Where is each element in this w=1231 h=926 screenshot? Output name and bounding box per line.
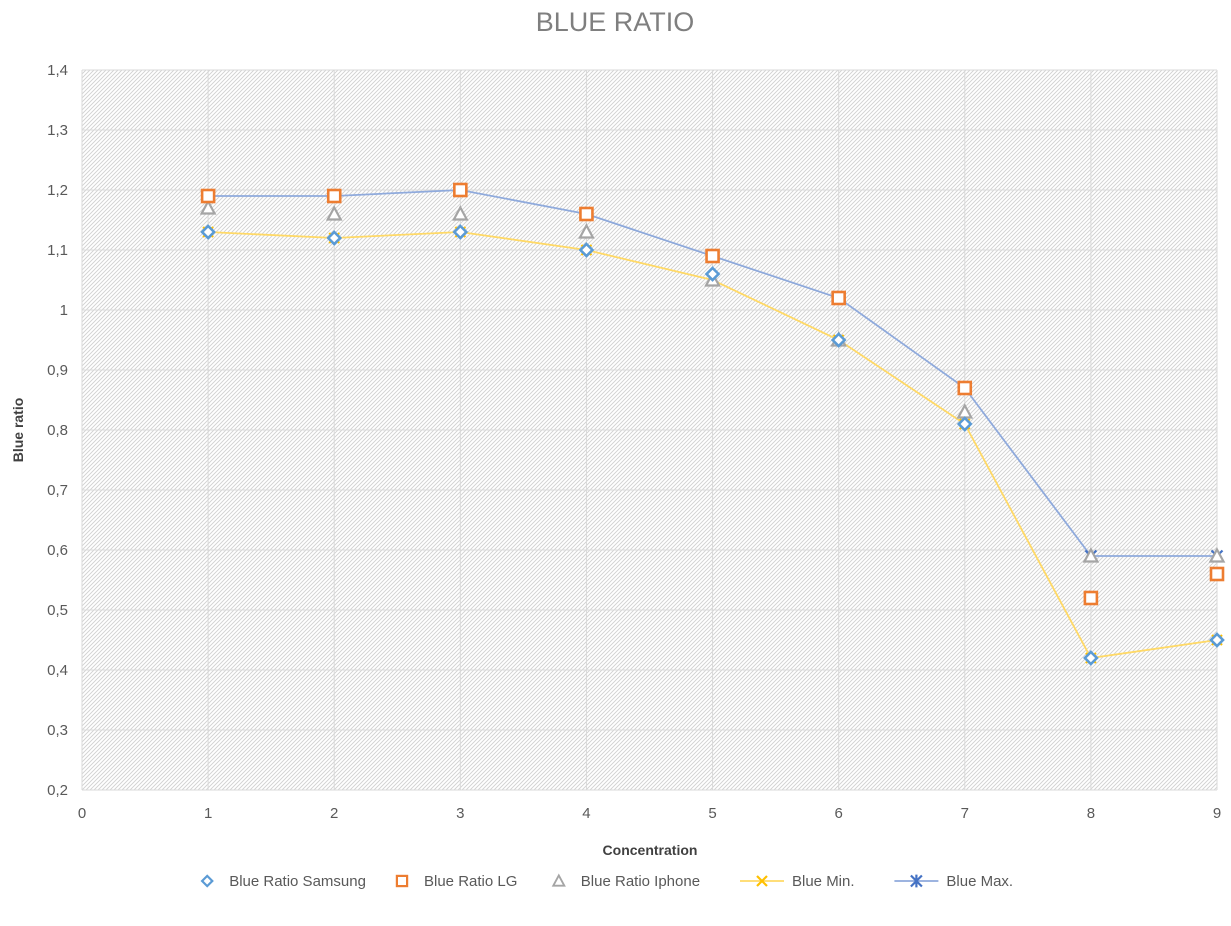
data-point bbox=[578, 223, 595, 239]
x-tick-label: 8 bbox=[1087, 805, 1095, 822]
y-tick-label: 0,7 bbox=[47, 482, 68, 499]
data-point bbox=[200, 874, 214, 888]
data-point bbox=[831, 290, 846, 306]
legend-label: Blue Min. bbox=[792, 873, 855, 890]
legend-item: Blue Ratio Samsung bbox=[200, 873, 366, 890]
y-tick-label: 1,1 bbox=[47, 242, 68, 259]
x-tick-label: 4 bbox=[582, 805, 590, 822]
x-tick-label: 2 bbox=[330, 805, 338, 822]
y-tick-label: 1,3 bbox=[47, 122, 68, 139]
y-tick-label: 0,8 bbox=[47, 422, 68, 439]
data-point bbox=[452, 224, 469, 240]
y-tick-label: 1,4 bbox=[47, 62, 68, 79]
legend-item: Blue Max. bbox=[894, 873, 1013, 890]
y-axis-tick-labels: 0,2 0,3 0,4 0,5 0,6 0,7 0,8 0,9 1 1,1 1,2 1,3 1,4 bbox=[47, 62, 68, 799]
data-point bbox=[910, 874, 923, 888]
y-tick-label: 0,9 bbox=[47, 362, 68, 379]
y-tick-label: 0,5 bbox=[47, 602, 68, 619]
x-axis-title: Concentration bbox=[603, 842, 698, 858]
data-point bbox=[1209, 566, 1225, 582]
y-tick-label: 1,2 bbox=[47, 182, 68, 199]
x-tick-label: 5 bbox=[708, 805, 716, 822]
legend-label: Blue Ratio LG bbox=[424, 873, 517, 890]
y-tick-label: 0,3 bbox=[47, 722, 68, 739]
data-point bbox=[451, 205, 469, 221]
legend-item: Blue Ratio Iphone bbox=[551, 873, 700, 890]
x-tick-label: 1 bbox=[204, 805, 212, 822]
legend-item: Blue Ratio LG bbox=[395, 873, 517, 890]
y-tick-label: 0,4 bbox=[47, 662, 68, 679]
data-point bbox=[1082, 547, 1100, 563]
gridlines bbox=[81, 69, 1218, 791]
data-point bbox=[756, 875, 768, 887]
data-point bbox=[1083, 650, 1099, 666]
data-point bbox=[199, 199, 217, 215]
legend-label: Blue Max. bbox=[946, 873, 1013, 890]
y-tick-label: 0,2 bbox=[47, 782, 68, 799]
legend-label: Blue Ratio Samsung bbox=[229, 873, 366, 890]
chart-title: BLUE RATIO bbox=[536, 7, 695, 37]
x-tick-label: 7 bbox=[961, 805, 969, 822]
data-point bbox=[200, 188, 216, 204]
data-point bbox=[704, 266, 721, 282]
data-point bbox=[326, 230, 343, 246]
y-tick-label: 1 bbox=[60, 302, 68, 319]
x-tick-label: 6 bbox=[834, 805, 842, 822]
data-point bbox=[705, 248, 720, 264]
data-point bbox=[453, 182, 468, 198]
x-tick-label: 3 bbox=[456, 805, 464, 822]
data-point bbox=[200, 224, 216, 240]
data-point bbox=[1209, 632, 1225, 648]
data-point bbox=[1208, 547, 1226, 563]
data-point bbox=[957, 380, 973, 396]
data-point bbox=[956, 416, 973, 432]
data-point bbox=[830, 332, 847, 348]
legend-item: Blue Min. bbox=[740, 873, 855, 890]
x-axis-tick-labels: 0 1 2 3 4 5 6 7 8 9 bbox=[78, 805, 1221, 822]
legend-label: Blue Ratio Iphone bbox=[581, 873, 700, 890]
series-markers bbox=[199, 182, 1226, 666]
x-tick-label: 9 bbox=[1213, 805, 1221, 822]
x-tick-label: 0 bbox=[78, 805, 86, 822]
data-point bbox=[325, 205, 343, 221]
data-point bbox=[579, 206, 594, 222]
data-point bbox=[395, 874, 409, 888]
y-tick-label: 0,6 bbox=[47, 542, 68, 559]
data-point bbox=[551, 873, 566, 887]
data-point bbox=[326, 188, 342, 204]
y-axis-title: Blue ratio bbox=[10, 398, 26, 463]
data-point bbox=[578, 242, 595, 258]
legend: Blue Ratio Samsung Blue Ratio LG Blue Rati… bbox=[200, 873, 1013, 890]
data-point bbox=[1083, 590, 1099, 606]
